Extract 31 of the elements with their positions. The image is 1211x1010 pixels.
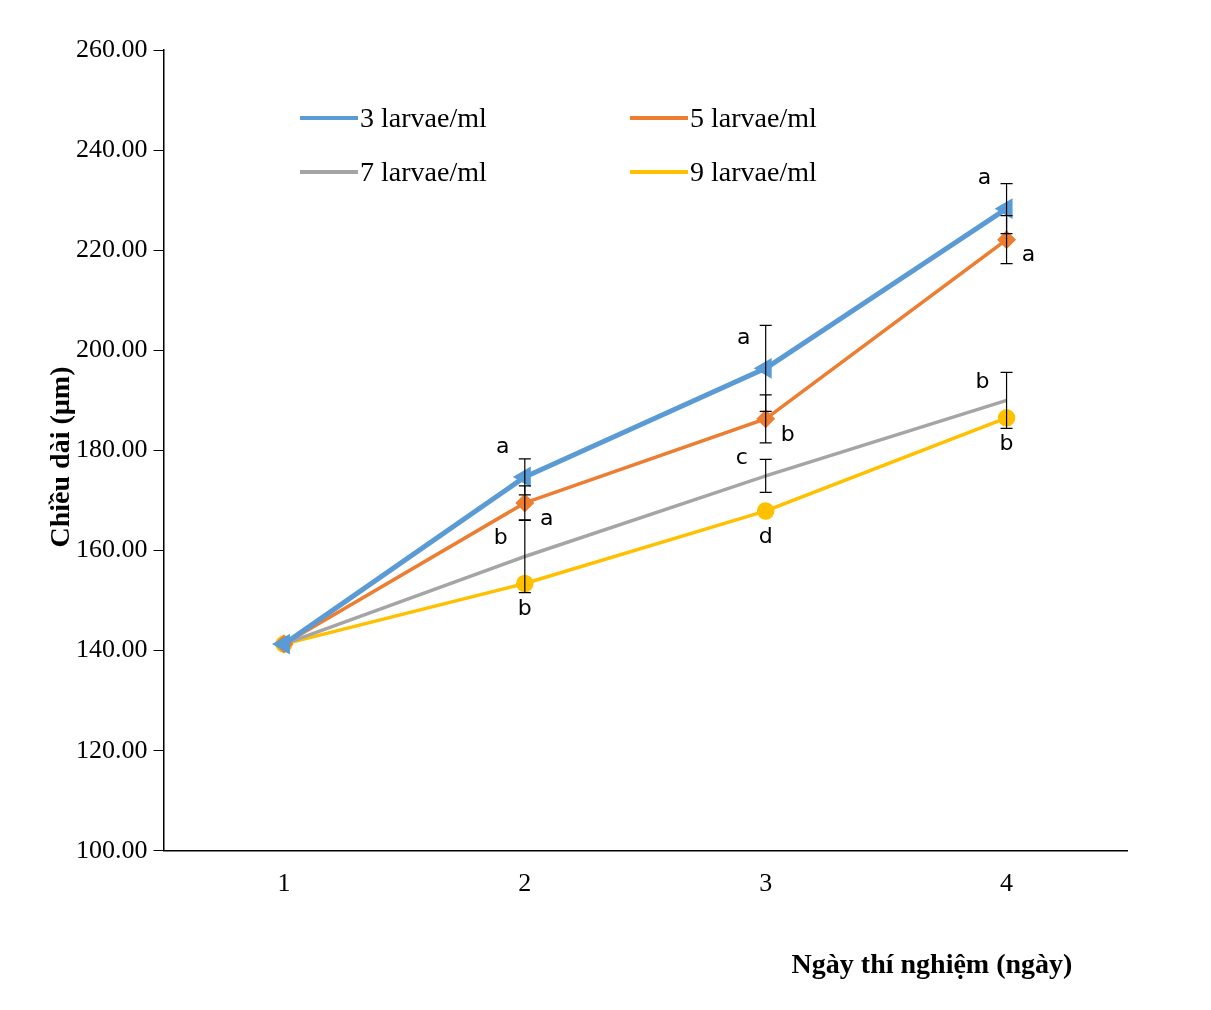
y-tick-label: 100.00 <box>76 834 148 864</box>
y-tick-label: 140.00 <box>76 634 148 664</box>
y-tick-label: 180.00 <box>76 434 148 464</box>
x-tick-label: 3 <box>759 868 773 898</box>
legend-label: 9 larvae/ml <box>690 156 817 188</box>
y-tick-label: 120.00 <box>76 734 148 764</box>
x-axis-title: Ngày thí nghiệm (ngày) <box>791 948 1073 980</box>
data-label: b <box>999 429 1014 455</box>
x-tick-label: 2 <box>518 868 532 898</box>
data-label: b <box>493 524 508 550</box>
legend-label: 3 larvae/ml <box>360 102 487 134</box>
legend-label: 5 larvae/ml <box>690 102 817 134</box>
data-label: a <box>736 324 751 350</box>
y-tick-label: 260.00 <box>76 33 148 63</box>
data-label: a <box>496 432 510 458</box>
data-label: a <box>540 504 554 530</box>
y-tick-label: 220.00 <box>76 234 148 264</box>
y-axis-title: Chiều dài (µm) <box>44 366 76 548</box>
y-tick-label: 200.00 <box>76 334 148 364</box>
x-tick-label: 4 <box>1000 868 1014 898</box>
y-tick-label: 240.00 <box>76 133 148 163</box>
x-tick-label: 1 <box>277 868 291 898</box>
data-label: d <box>758 522 773 548</box>
data-label: a <box>977 164 992 190</box>
data-label: c <box>735 443 748 469</box>
data-label: a <box>1021 241 1036 267</box>
data-label: b <box>517 595 532 621</box>
legend-label: 7 larvae/ml <box>360 156 487 188</box>
y-tick-label: 160.00 <box>76 534 148 564</box>
data-label: b <box>780 420 795 446</box>
data-label: b <box>975 368 990 394</box>
